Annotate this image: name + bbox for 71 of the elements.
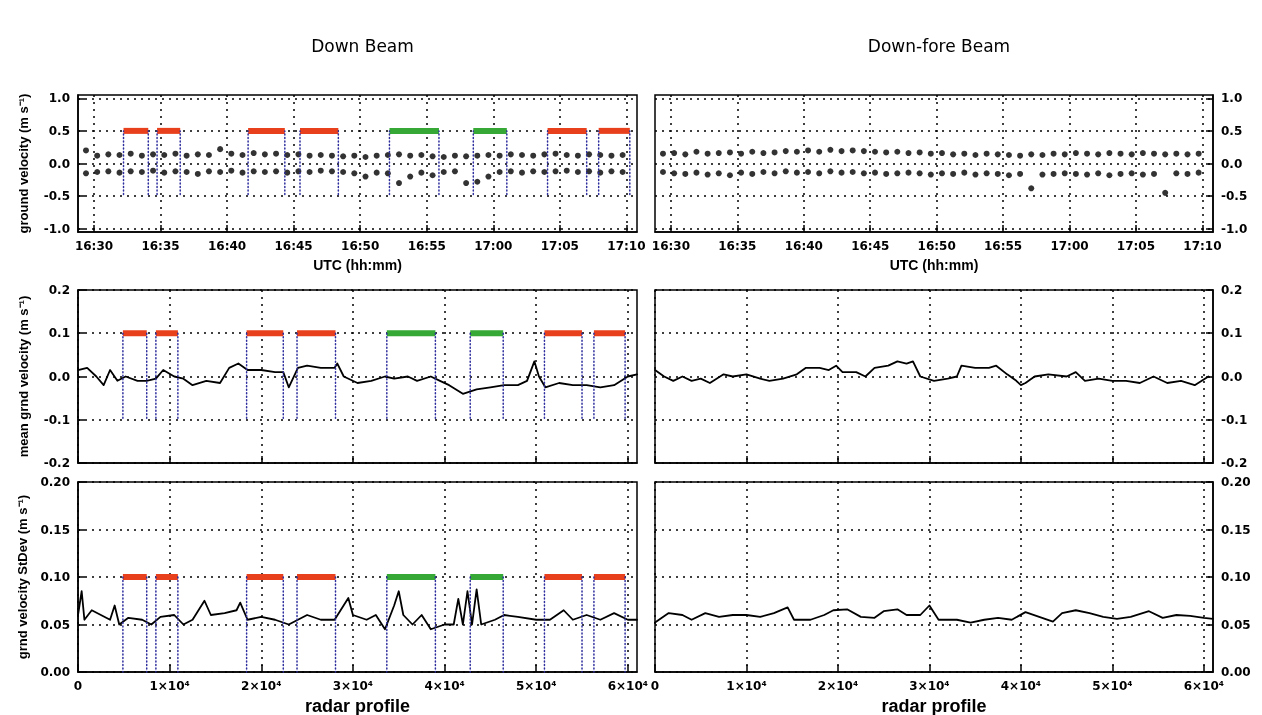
x-tick-label: 17:00 <box>1050 239 1089 253</box>
y-tick-label: 0.10 <box>40 570 70 584</box>
x-axis-title: UTC (hh:mm) <box>889 257 979 273</box>
y2-tick-label: 0.0 <box>1221 369 1243 384</box>
x-tick-label: 1×10⁴ <box>149 679 190 693</box>
x-tick-label: 16:45 <box>851 239 890 253</box>
x-tick-label: 2×10⁴ <box>241 679 282 693</box>
y-tick-label: -1.0 <box>43 221 70 236</box>
y-tick-label: 0.2 <box>48 283 70 297</box>
y-tick-label: 0.05 <box>40 617 70 632</box>
x-tick-label: 16:50 <box>341 239 380 253</box>
x-tick-label: 2×10⁴ <box>817 679 859 693</box>
x-tick-label: 0 <box>650 679 660 693</box>
y-tick-label: 0.1 <box>48 326 70 341</box>
y2-tick-label: -0.2 <box>1221 456 1248 470</box>
y2-tick-label: 0.05 <box>1221 617 1251 632</box>
y2-tick-label: 0.20 <box>1221 475 1251 489</box>
x-tick-label: 17:05 <box>540 239 579 253</box>
x-tick-label: 16:45 <box>274 239 313 253</box>
y2-tick-label: 0.5 <box>1221 123 1243 138</box>
x-tick-label: 16:50 <box>917 239 956 253</box>
chart-title: Down Beam <box>311 35 414 56</box>
y-tick-label: -0.5 <box>43 189 70 204</box>
x-tick-label: 1×10⁴ <box>726 679 767 693</box>
x-axis-title: radar profile <box>304 695 411 715</box>
x-tick-label: 4×10⁴ <box>424 679 465 693</box>
x-tick-label: 17:10 <box>607 239 646 253</box>
x-tick-label: 17:05 <box>1116 239 1156 253</box>
y2-tick-label: -0.1 <box>1221 412 1248 427</box>
x-tick-label: 17:00 <box>474 239 513 253</box>
x-tick-label: 17:10 <box>1183 239 1222 253</box>
y-tick-label: 1.0 <box>48 91 70 106</box>
x-tick-label: 3×10⁴ <box>332 679 374 693</box>
x-tick-label: 4×10⁴ <box>1000 679 1042 693</box>
y-tick-label: 0.00 <box>40 665 70 679</box>
x-tick-label: 16:40 <box>207 239 247 253</box>
y-tick-label: 0.20 <box>40 475 70 489</box>
y2-tick-label: 1.0 <box>1221 91 1243 106</box>
y-tick-label: -0.2 <box>43 456 70 470</box>
x-tick-label: 5×10⁴ <box>1092 679 1133 693</box>
x-tick-label: 6×10⁴ <box>1183 679 1225 693</box>
x-tick-label: 16:30 <box>651 239 691 253</box>
x-tick-label: 5×10⁴ <box>516 679 557 693</box>
x-tick-label: 16:35 <box>718 239 757 253</box>
y2-tick-label: 0.2 <box>1221 283 1243 297</box>
x-tick-label: 16:55 <box>984 239 1023 253</box>
y-axis-title: ground velocity (m s⁻¹) <box>16 93 31 234</box>
y-axis-title: mean grnd velocity (m s⁻¹) <box>16 295 31 458</box>
y-tick-label: 0.0 <box>48 369 70 384</box>
y2-tick-label: -1.0 <box>1221 221 1248 236</box>
x-tick-label: 16:55 <box>407 239 446 253</box>
chart-title: Down-fore Beam <box>867 35 1011 56</box>
y-tick-label: 0.5 <box>48 123 70 138</box>
x-tick-label: 16:35 <box>141 239 180 253</box>
y2-tick-label: 0.10 <box>1221 570 1251 584</box>
y-tick-label: 0.15 <box>40 522 70 537</box>
x-tick-label: 0 <box>73 679 83 693</box>
y2-tick-label: -0.5 <box>1221 189 1248 204</box>
x-axis-title: radar profile <box>881 695 987 715</box>
y-axis-title: grnd velocity StDev (m s⁻¹) <box>15 494 31 660</box>
y-tick-label: 0.0 <box>48 156 70 171</box>
x-tick-label: 16:40 <box>784 239 823 253</box>
x-axis-title: UTC (hh:mm) <box>313 257 402 273</box>
y-tick-label: -0.1 <box>43 412 70 427</box>
x-tick-label: 16:30 <box>74 239 114 253</box>
x-tick-label: 6×10⁴ <box>607 679 649 693</box>
y2-tick-label: 0.15 <box>1221 522 1251 537</box>
y2-tick-label: 0.0 <box>1221 156 1243 171</box>
y2-tick-label: 0.00 <box>1221 665 1251 679</box>
x-tick-label: 3×10⁴ <box>909 679 950 693</box>
y2-tick-label: 0.1 <box>1221 326 1243 341</box>
